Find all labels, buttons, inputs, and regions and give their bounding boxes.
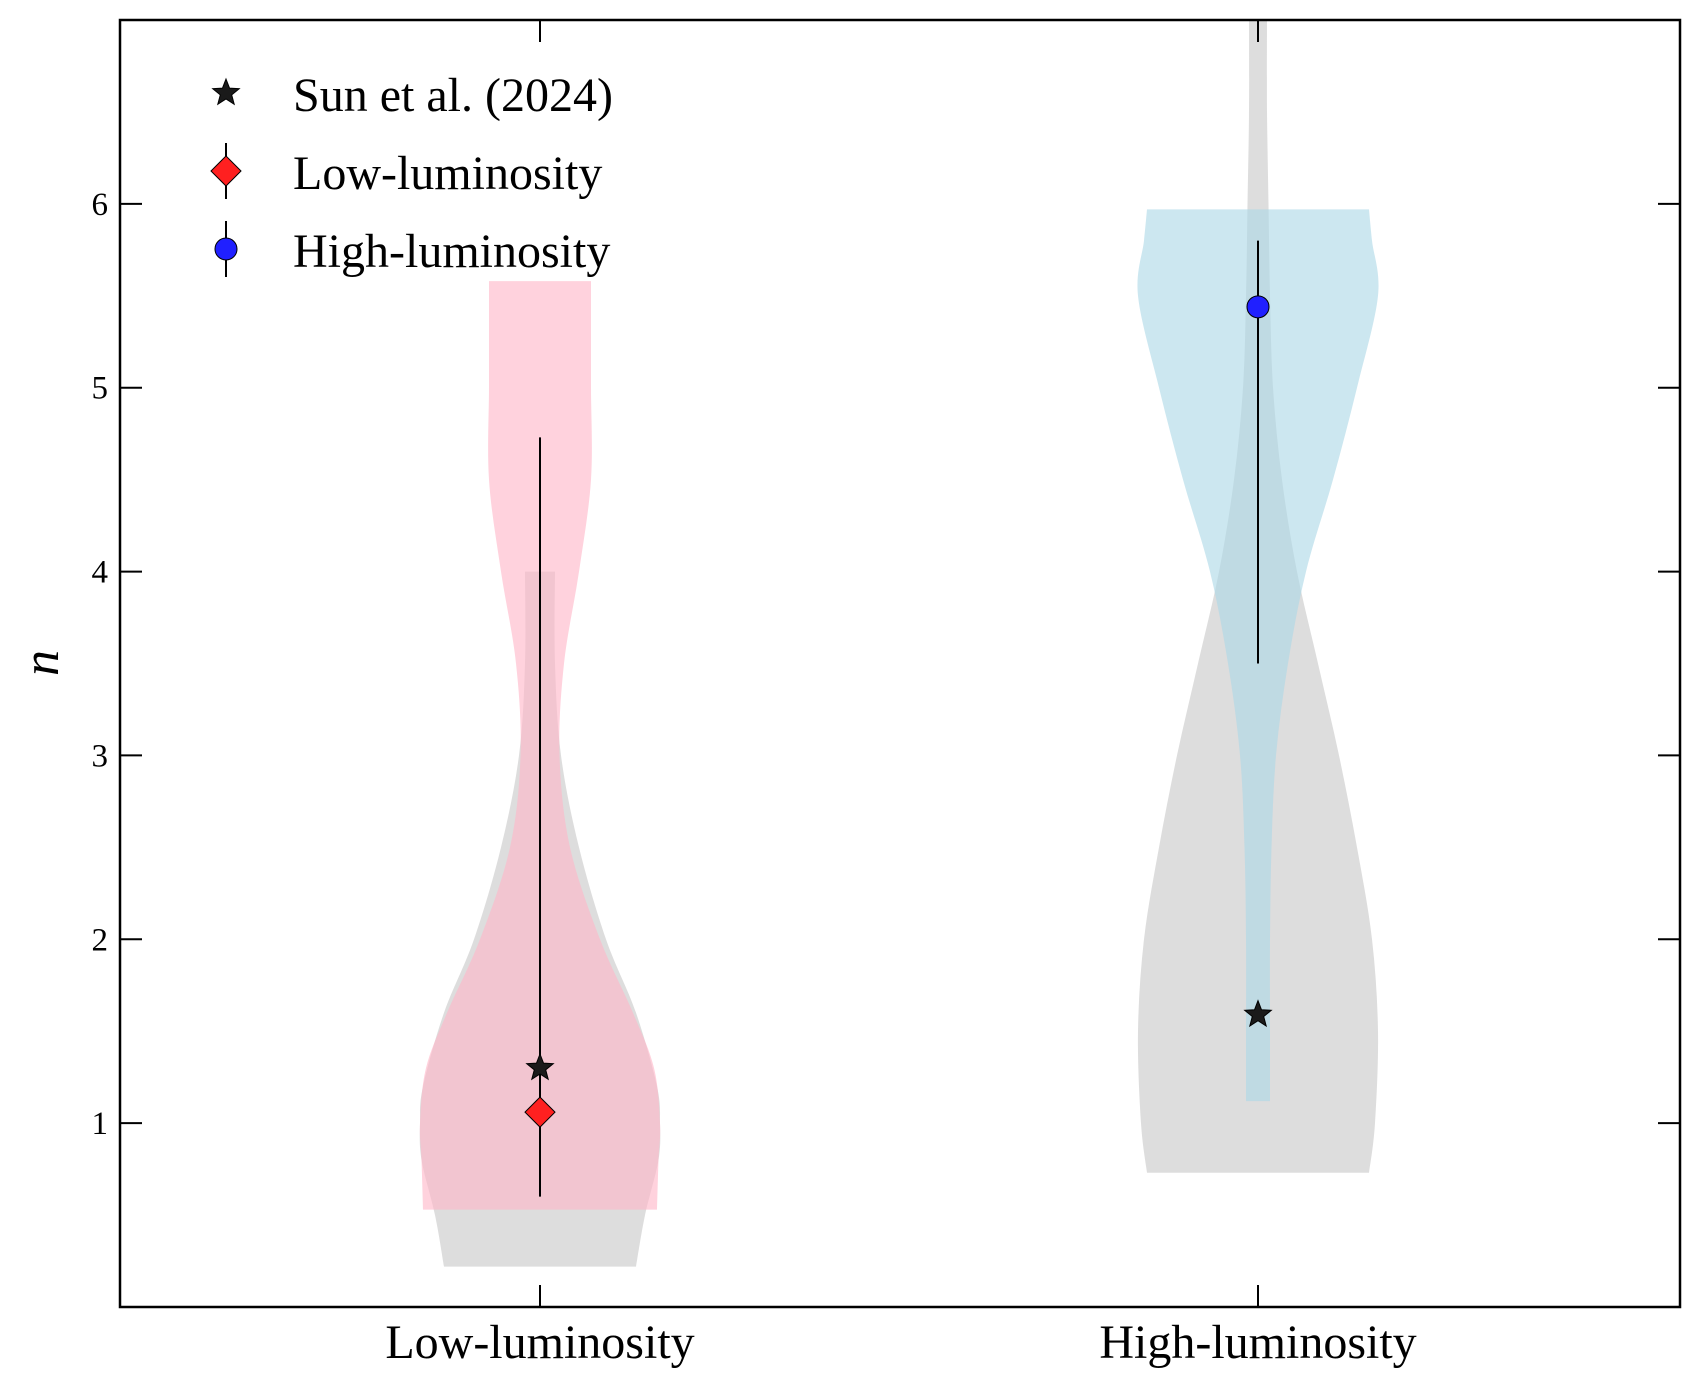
ytick-label: 1 [92,1106,109,1142]
legend-label: Sun et al. (2024) [293,69,613,122]
legend-label: High-luminosity [293,225,610,278]
star-point-low-luminosity [525,1052,555,1081]
axis-ticks [120,20,1680,1307]
x-tick-labels: Low-luminosity High-luminosity [385,1316,1416,1369]
markers-layer [524,295,1273,1128]
legend-diamond-icon [210,155,242,187]
ytick-label: 5 [92,371,109,407]
ytick-label: 6 [92,187,109,223]
legend-circle-icon [214,237,238,261]
legend: Sun et al. (2024) Low-luminosity High-lumi… [210,69,613,278]
xtick-label: Low-luminosity [385,1316,694,1369]
star-point-high-luminosity [1243,999,1273,1028]
diamond-point-low-luminosity [524,1096,556,1128]
circle-point-high-luminosity [1246,295,1270,319]
legend-label: Low-luminosity [293,147,602,200]
ytick-label: 2 [92,922,109,958]
y-tick-labels: 1 2 3 4 5 6 [92,187,109,1142]
plot-frame [118,18,1682,1309]
ytick-label: 4 [92,555,109,591]
ytick-label: 3 [92,738,109,774]
violins-layer [419,20,1379,1267]
y-axis-label: n [13,650,70,676]
xtick-label: High-luminosity [1099,1316,1416,1369]
legend-star-icon [211,77,241,106]
